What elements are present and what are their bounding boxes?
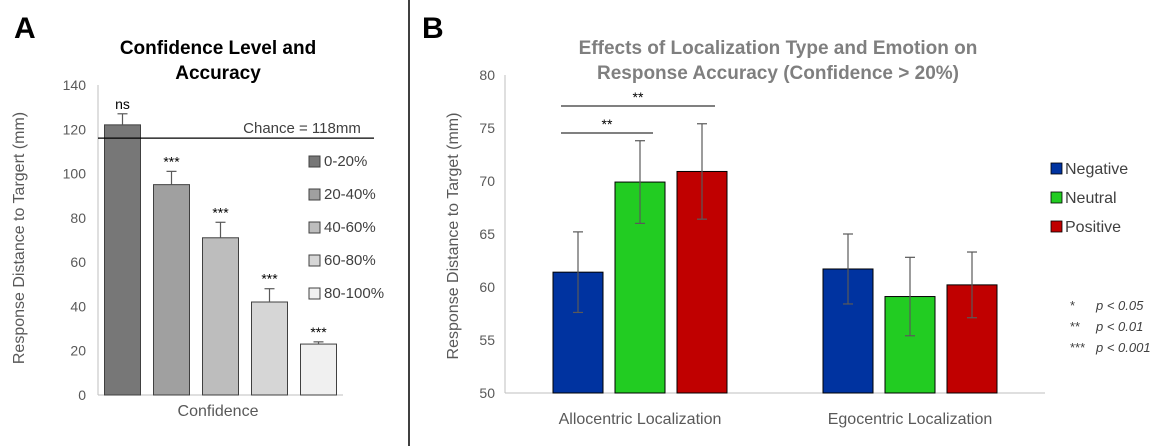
panel-a-legend-swatch bbox=[308, 254, 321, 267]
panel-a-legend-label: 80-100% bbox=[324, 285, 384, 302]
panel-a-y-axis-label: Response Distance to Targert (mm) bbox=[11, 112, 28, 364]
panel-a-legend-label: 20-40% bbox=[324, 186, 376, 203]
panel-b-chart: 50 55 60 65 70 75 80 Allocentric Localization Eg… bbox=[479, 67, 1150, 428]
panel-a-y-tick-label: 0 bbox=[78, 387, 86, 403]
panel-b-legend-swatch bbox=[1050, 220, 1063, 233]
panel-a-chart: 0 20 40 60 80 100 120 140 ns *** *** *** *** Chance =… bbox=[63, 77, 384, 403]
panel-b-sig-key-text: p < 0.001 bbox=[1095, 340, 1151, 355]
panel-b-title-line-1: Effects of Localization Type and Emotion… bbox=[579, 38, 978, 59]
panel-a-legend-swatch bbox=[308, 188, 321, 201]
panel-a-significance-label: *** bbox=[310, 324, 327, 340]
panel-a-chance-label: Chance = 118mm bbox=[243, 120, 361, 137]
panel-b-legend-swatch bbox=[1050, 162, 1063, 175]
panel-b-legend-swatch bbox=[1050, 191, 1063, 204]
panel-a-title-line-1: Confidence Level and bbox=[120, 38, 316, 59]
panel-a-legend-label: 0-20% bbox=[324, 153, 367, 170]
panel-b-title-line-2: Response Accuracy (Confidence > 20%) bbox=[597, 63, 959, 84]
panel-b-y-axis-label: Response Distance to Target (mm) bbox=[445, 113, 462, 360]
panel-a-bar bbox=[300, 343, 337, 396]
panel-b-letter: B bbox=[422, 12, 444, 45]
panel-b-y-tick-label: 50 bbox=[479, 385, 495, 401]
panel-a-x-axis-label: Confidence bbox=[178, 403, 259, 420]
panel-b-y-tick-label: 80 bbox=[479, 67, 495, 83]
panel-b-y-tick-label: 60 bbox=[479, 279, 495, 295]
panel-a-significance-label: *** bbox=[261, 271, 278, 287]
panel-a-bar bbox=[104, 124, 141, 396]
panel-b-bracket-label: ** bbox=[633, 89, 644, 105]
panel-a-legend-swatch bbox=[308, 221, 321, 234]
panel-b-legend-label: Neutral bbox=[1065, 190, 1117, 207]
panel-a-significance-label: *** bbox=[163, 153, 180, 169]
panel-b-legend-label: Positive bbox=[1065, 219, 1121, 236]
panel-b-y-tick-label: 65 bbox=[479, 226, 495, 242]
panel-a-bar bbox=[202, 237, 239, 396]
panel-b-y-tick-label: 75 bbox=[479, 120, 495, 136]
panel-b-category-label: Egocentric Localization bbox=[828, 411, 993, 428]
panel-a-y-tick-label: 20 bbox=[70, 343, 86, 359]
panel-b-category-label: Allocentric Localization bbox=[559, 411, 722, 428]
panel-a-legend-label: 60-80% bbox=[324, 252, 376, 269]
panel-a-y-tick-label: 80 bbox=[70, 210, 86, 226]
panel-a-letter: A bbox=[14, 12, 36, 45]
panel-a-legend-label: 40-60% bbox=[324, 219, 376, 236]
panel-a-y-tick-label: 100 bbox=[63, 166, 87, 182]
panel-a-significance-label: *** bbox=[212, 204, 229, 220]
panel-a-significance-label: ns bbox=[115, 96, 130, 112]
panel-a-legend-swatch bbox=[308, 287, 321, 300]
panel-b-sig-key-stars: * bbox=[1070, 298, 1075, 313]
panel-b-y-tick-label: 70 bbox=[479, 173, 495, 189]
panel-a-bar bbox=[251, 301, 288, 396]
panel-b-sig-key-stars: *** bbox=[1070, 340, 1085, 355]
panel-a-y-tick-label: 140 bbox=[63, 77, 87, 93]
panel-a-y-tick-label: 40 bbox=[70, 298, 86, 314]
panel-a-y-tick-label: 60 bbox=[70, 254, 86, 270]
panel-b-bar-negative bbox=[552, 271, 604, 394]
panel-b-legend-label: Negative bbox=[1065, 161, 1128, 178]
panel-b-bracket-label: ** bbox=[602, 116, 613, 132]
panel-b-sig-key-text: p < 0.01 bbox=[1095, 319, 1143, 334]
panel-b-y-tick-label: 55 bbox=[479, 332, 495, 348]
panel-a-legend-swatch bbox=[308, 155, 321, 168]
panel-b-sig-key-stars: ** bbox=[1070, 319, 1080, 334]
panel-a-title-line-2: Accuracy bbox=[175, 63, 261, 84]
panel-a-y-tick-label: 120 bbox=[63, 121, 87, 137]
panel-a-bar bbox=[153, 184, 190, 396]
panel-b-sig-key-text: p < 0.05 bbox=[1095, 298, 1144, 313]
